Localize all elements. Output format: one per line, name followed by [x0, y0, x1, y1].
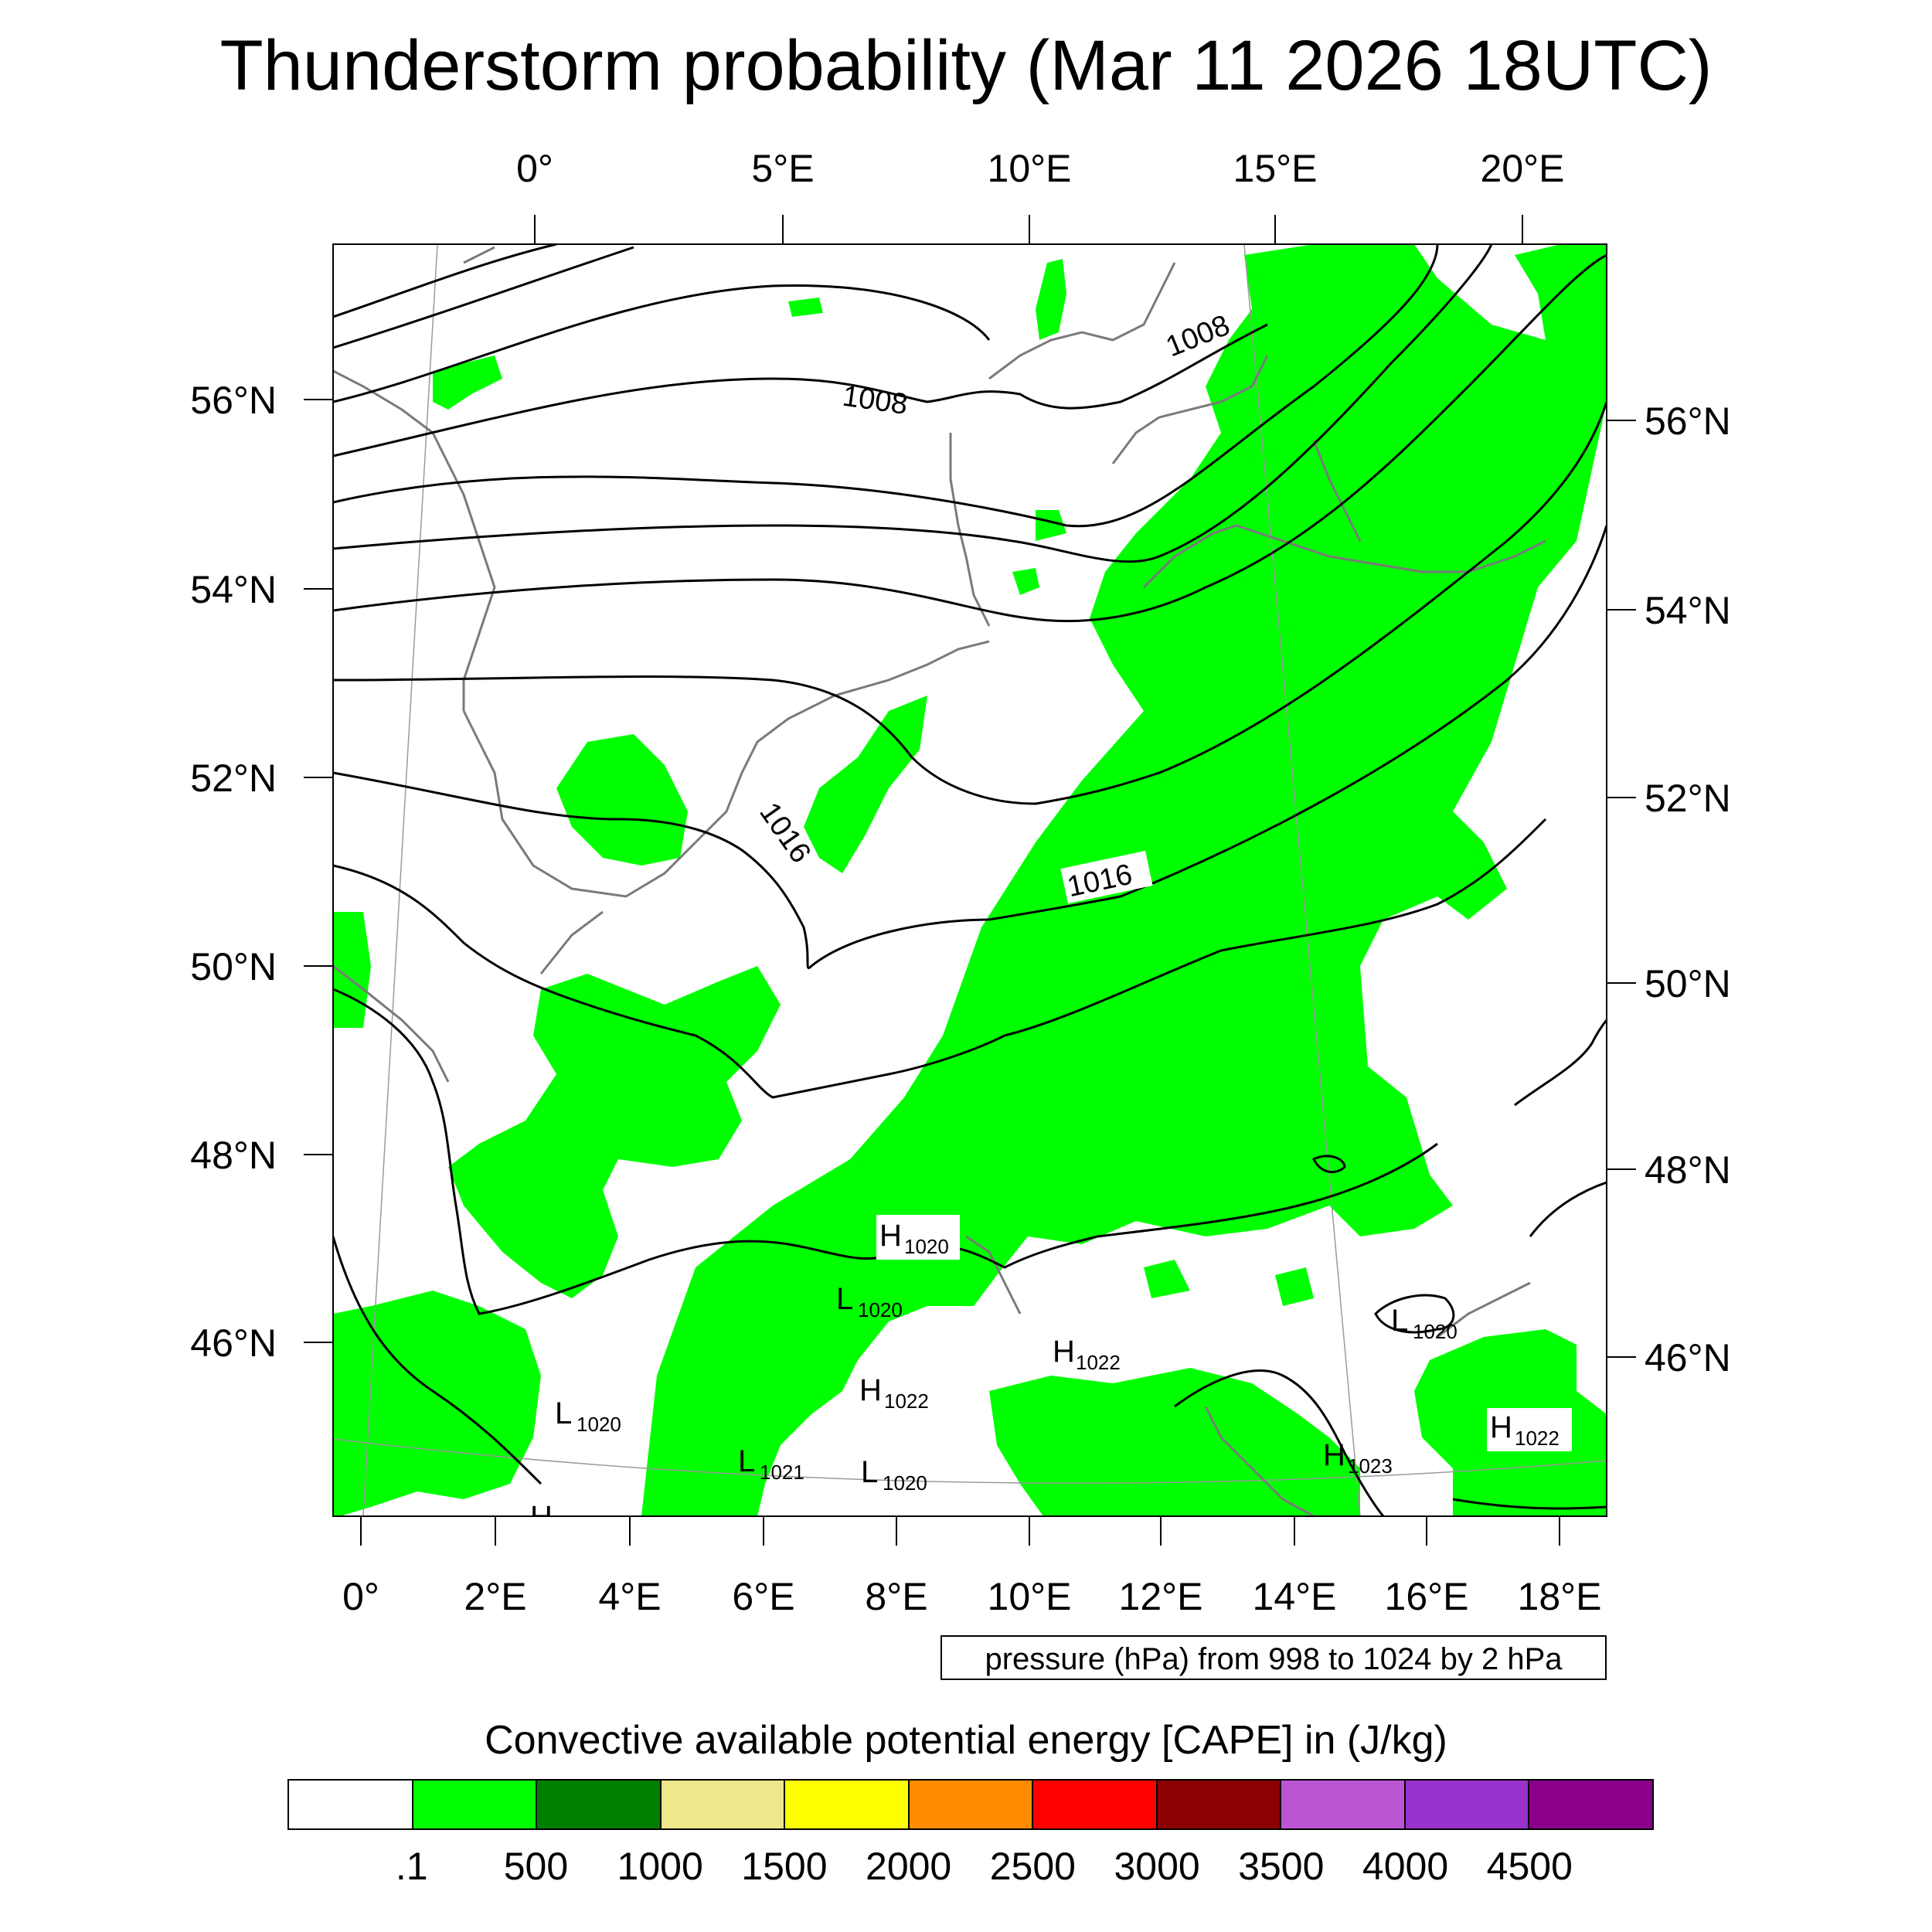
pressure-center-box — [1487, 1408, 1572, 1451]
top-lon-label: 15°E — [1233, 147, 1318, 190]
tick-marks — [304, 215, 1636, 1546]
bottom-lon-label: 8°E — [865, 1575, 927, 1618]
left-lat-labels: 56°N 54°N 52°N 50°N 48°N 46°N — [190, 379, 277, 1365]
right-lat-label: 50°N — [1645, 962, 1731, 1005]
coastlines — [333, 246, 1546, 1516]
colorbar-tick-label: 3000 — [1114, 1845, 1200, 1888]
colorbar-tick-label: .1 — [395, 1845, 428, 1888]
colorbar-swatch — [1281, 1781, 1406, 1828]
colorbar — [287, 1779, 1654, 1830]
bottom-lon-label: 14°E — [1253, 1575, 1337, 1618]
pressure-center-box — [876, 1215, 960, 1260]
pressure-center-value: 1020 — [858, 1298, 903, 1321]
colorbar-swatch — [661, 1781, 786, 1828]
pressure-center-letter: H — [530, 1500, 553, 1534]
pressure-center-value: 1022 — [884, 1389, 929, 1413]
left-lat-label: 52°N — [190, 757, 277, 800]
colorbar-tick-label: 2000 — [866, 1845, 952, 1888]
pressure-center-letter: H — [859, 1373, 882, 1407]
right-lat-labels: 56°N 54°N 52°N 50°N 48°N 46°N — [1645, 400, 1731, 1379]
bottom-lon-label: 6°E — [732, 1575, 794, 1618]
top-lon-label: 0° — [516, 147, 553, 190]
pressure-center-letter: L — [1391, 1304, 1408, 1338]
right-lat-label: 56°N — [1645, 400, 1731, 443]
bottom-lon-label: 4°E — [598, 1575, 661, 1618]
left-lat-label: 54°N — [190, 568, 277, 611]
bottom-lon-label: 10°E — [988, 1575, 1072, 1618]
pressure-center-letter: L — [738, 1444, 755, 1478]
colorbar-swatch — [1529, 1781, 1653, 1828]
pressure-center-value: 1020 — [553, 1516, 598, 1539]
bottom-lon-label: 16°E — [1385, 1575, 1469, 1618]
colorbar-swatch — [1405, 1781, 1530, 1828]
isobars — [333, 244, 1607, 1516]
pressure-info-box: pressure (hPa) from 998 to 1024 by 2 hPa — [940, 1635, 1607, 1680]
pressure-center-letter: L — [861, 1455, 878, 1489]
bottom-lon-labels: 0° 2°E 4°E 6°E 8°E 10°E 12°E 14°E 16°E 1… — [342, 1575, 1601, 1618]
top-lon-label: 5°E — [751, 147, 814, 190]
graticule — [333, 244, 1607, 1516]
pressure-center-letter: L — [836, 1282, 853, 1316]
bottom-lon-label: 18°E — [1518, 1575, 1602, 1618]
right-lat-label: 54°N — [1645, 589, 1731, 632]
pressure-center-value: 1020 — [577, 1413, 621, 1436]
pressure-centers: H 1020 L 1020 H 1022 H 1022 L 1020 L 102… — [530, 1215, 1572, 1539]
right-lat-label: 46°N — [1645, 1336, 1731, 1379]
pressure-center-value: 1020 — [1413, 1320, 1458, 1343]
pressure-center-letter: H — [879, 1219, 902, 1253]
map-frame — [332, 243, 1607, 1517]
isobar-label-box — [1060, 850, 1153, 904]
top-lon-labels: 0° 5°E 10°E 15°E 20°E — [516, 147, 1564, 190]
top-lon-label: 20°E — [1481, 147, 1565, 190]
colorbar-swatch — [1033, 1781, 1158, 1828]
pressure-center-letter: H — [1053, 1335, 1075, 1369]
colorbar-title: Convective available potential energy [C… — [485, 1718, 1447, 1763]
pressure-center-value: 1022 — [1515, 1427, 1560, 1450]
colorbar-tick-label: 2500 — [989, 1845, 1076, 1888]
bottom-lon-label: 0° — [342, 1575, 379, 1618]
colorbar-swatch — [785, 1781, 910, 1828]
right-lat-label: 48°N — [1645, 1148, 1731, 1192]
colorbar-tick-label: 500 — [503, 1845, 569, 1888]
pressure-center-value: 1022 — [1076, 1351, 1121, 1374]
pressure-center-value: 1021 — [760, 1461, 804, 1484]
chart-title: Thunderstorm probability (Mar 11 2026 18… — [219, 26, 1713, 105]
pressure-center-letter: L — [555, 1396, 572, 1430]
pressure-center-letter: H — [1490, 1410, 1512, 1444]
colorbar-tick-label: 4500 — [1486, 1845, 1573, 1888]
left-lat-label: 48°N — [190, 1134, 277, 1177]
colorbar-swatch — [413, 1781, 538, 1828]
colorbar-tick-label: 3500 — [1238, 1845, 1325, 1888]
colorbar-swatch — [289, 1781, 413, 1828]
right-lat-label: 52°N — [1645, 777, 1731, 820]
bottom-lon-label: 2°E — [464, 1575, 526, 1618]
bottom-lon-label: 12°E — [1119, 1575, 1203, 1618]
pressure-center-value: 1023 — [1348, 1454, 1393, 1478]
colorbar-swatch — [537, 1781, 662, 1828]
left-lat-label: 56°N — [190, 379, 277, 422]
colorbar-tick-label: 4000 — [1362, 1845, 1449, 1888]
left-lat-label: 50°N — [190, 945, 277, 988]
colorbar-swatch — [1157, 1781, 1282, 1828]
colorbar-tick-label: 1500 — [741, 1845, 828, 1888]
pressure-center-value: 1020 — [883, 1471, 927, 1495]
colorbar-tick-label: 1000 — [617, 1845, 703, 1888]
left-lat-label: 46°N — [190, 1321, 277, 1365]
pressure-center-letter: H — [1323, 1438, 1345, 1472]
top-lon-label: 10°E — [988, 147, 1072, 190]
colorbar-swatch — [909, 1781, 1034, 1828]
isobar-label-group: 1008 1008 1016 1016 — [753, 309, 1234, 903]
pressure-center-value: 1020 — [904, 1235, 949, 1258]
